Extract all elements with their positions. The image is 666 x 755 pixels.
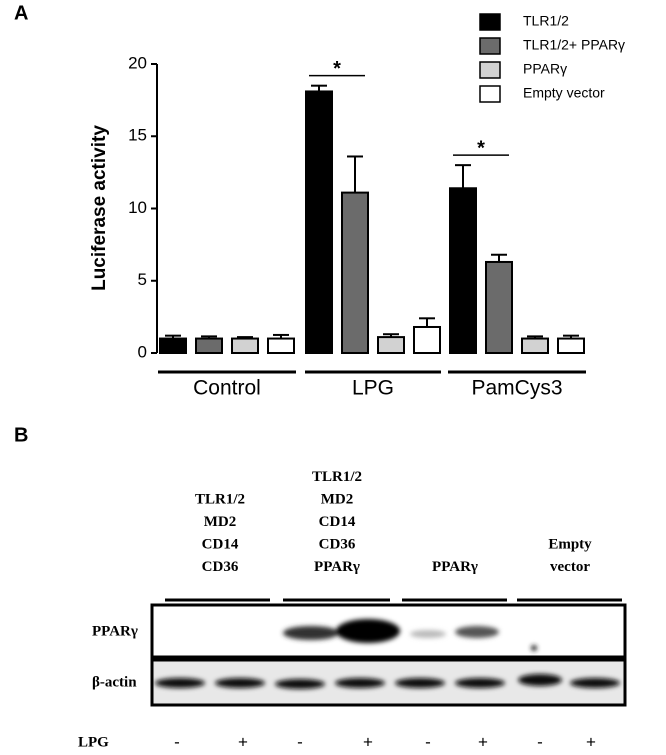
- lane-group-label: CD36: [319, 536, 356, 552]
- lane-group-label: PPARγ: [314, 559, 360, 575]
- legend-label: PPARγ: [523, 61, 567, 77]
- bar: [231, 337, 259, 354]
- lane-group-label: MD2: [321, 491, 354, 507]
- bar: [267, 337, 295, 354]
- row-label: β-actin: [92, 674, 137, 690]
- legend-swatch: [479, 85, 501, 103]
- lane-group-label: TLR1/2: [312, 469, 362, 485]
- bar: [557, 337, 585, 354]
- lane-group-label: PPARγ: [432, 559, 478, 575]
- panel-label: A: [14, 2, 28, 24]
- treatment-sign: -: [297, 732, 303, 751]
- legend-swatch: [479, 13, 501, 31]
- bar: [521, 337, 549, 354]
- treatment-label: LPG: [78, 734, 109, 750]
- treatment-sign: +: [478, 732, 488, 751]
- lane-group-label: CD36: [202, 559, 239, 575]
- legend-label: TLR1/2: [523, 13, 569, 29]
- y-axis-label: Luciferase activity: [89, 125, 110, 291]
- bar: [159, 337, 187, 354]
- bar: [305, 90, 333, 355]
- legend-swatch: [479, 61, 501, 79]
- y-tick-label: 5: [138, 270, 147, 289]
- bar: [195, 337, 223, 354]
- lane-group-label: vector: [550, 559, 590, 575]
- panel-label: B: [14, 424, 28, 446]
- lane-group-label: Empty: [548, 536, 592, 552]
- significance-mark: *: [477, 137, 485, 159]
- y-tick-label: 0: [138, 342, 147, 361]
- lane-group-label: CD14: [319, 514, 356, 530]
- lane-group-label: CD14: [202, 536, 239, 552]
- treatment-sign: +: [586, 732, 596, 751]
- y-tick-label: 20: [128, 53, 147, 72]
- bar: [485, 260, 513, 354]
- y-tick-label: 15: [128, 126, 147, 145]
- treatment-sign: -: [425, 732, 431, 751]
- legend-swatch: [479, 37, 501, 55]
- significance-mark: *: [333, 58, 341, 80]
- treatment-sign: -: [174, 732, 180, 751]
- x-tick-label: LPG: [352, 377, 394, 400]
- treatment-sign: +: [238, 732, 248, 751]
- treatment-sign: -: [537, 732, 543, 751]
- blot-bands: [155, 619, 620, 689]
- x-tick-label: Control: [193, 377, 261, 400]
- bar: [377, 336, 405, 355]
- bar: [449, 187, 477, 354]
- bar: [413, 325, 441, 354]
- row-label: PPARγ: [92, 623, 138, 639]
- lane-group-label: TLR1/2: [195, 491, 245, 507]
- legend-label: TLR1/2+ PPARγ: [523, 37, 625, 53]
- bar: [341, 191, 369, 354]
- y-tick-label: 10: [128, 198, 147, 217]
- treatment-sign: +: [363, 732, 373, 751]
- legend-label: Empty vector: [523, 85, 605, 101]
- x-tick-label: PamCys3: [471, 377, 562, 400]
- lane-group-label: MD2: [204, 514, 237, 530]
